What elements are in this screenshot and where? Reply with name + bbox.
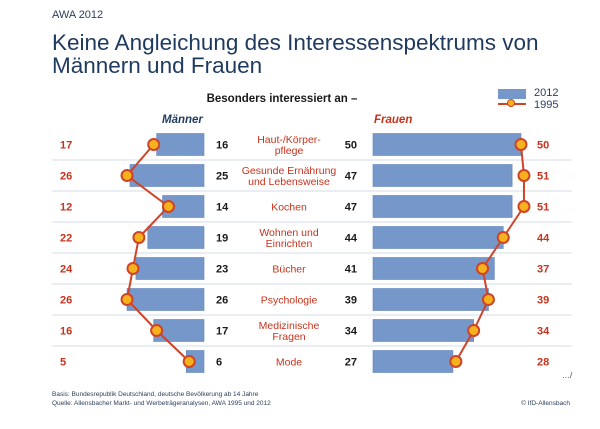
bar-frauen-2012 [372, 164, 513, 187]
marker-maenner-1995 [147, 138, 161, 151]
bar-maenner-2012 [129, 164, 205, 187]
value-frauen-2012: 44 [345, 233, 358, 245]
category-label: pflege [275, 145, 304, 157]
value-frauen-1995: 44 [537, 233, 550, 245]
value-frauen-2012: 27 [345, 357, 357, 369]
bar-frauen-2012 [372, 350, 454, 373]
value-maenner-2012: 19 [216, 233, 228, 245]
line-maenner-1995 [125, 143, 190, 363]
marker-maenner-1995 [132, 231, 146, 244]
marker-frauen-1995 [476, 262, 490, 275]
value-maenner-2012: 17 [216, 326, 228, 338]
value-frauen-1995: 51 [537, 202, 549, 214]
legend-label-1995: 1995 [534, 99, 559, 111]
value-frauen-1995: 39 [537, 295, 549, 307]
value-frauen-1995: 28 [537, 357, 549, 369]
category-label: Bücher [272, 264, 306, 276]
value-frauen-2012: 47 [345, 171, 357, 183]
survey-label: AWA 2012 [52, 9, 104, 21]
value-maenner-1995: 22 [60, 233, 72, 245]
value-frauen-2012: 39 [345, 295, 357, 307]
value-maenner-2012: 23 [216, 264, 228, 276]
bar-maenner-2012 [156, 133, 205, 156]
marker-frauen-1995 [467, 324, 481, 337]
category-label: Kochen [271, 202, 307, 214]
value-maenner-1995: 5 [60, 357, 66, 369]
category-label: Fragen [272, 331, 305, 343]
chart-plot: 17 16 50 50 Haut-/Körper-pflege 26 25 47 51 Gesun… [52, 133, 572, 373]
bar-frauen-2012 [372, 195, 513, 218]
marker-maenner-1995 [126, 262, 140, 275]
category-label: Gesunde Ernährung [242, 165, 337, 177]
category-label: Mode [276, 357, 302, 369]
marker-frauen-1995 [517, 200, 531, 213]
bar-maenner-2012 [135, 257, 205, 280]
value-maenner-1995: 26 [60, 295, 72, 307]
value-maenner-2012: 25 [216, 171, 228, 183]
value-frauen-2012: 47 [345, 202, 357, 214]
source-note: Basis: Bundesrepublik Deutschland, deuts… [52, 391, 271, 408]
value-maenner-1995: 16 [60, 326, 72, 338]
bar-frauen-2012 [372, 319, 474, 342]
source-line-basis: Basis: Bundesrepublik Deutschland, deuts… [52, 391, 259, 398]
value-maenner-2012: 26 [216, 295, 228, 307]
marker-maenner-1995 [150, 324, 164, 337]
marker-maenner-1995 [182, 355, 196, 368]
value-frauen-1995: 51 [537, 171, 549, 183]
bar-frauen-2012 [372, 257, 495, 280]
source-line-quelle: Quelle: Allensbacher Markt- und Werbeträ… [52, 399, 271, 407]
marker-frauen-1995 [481, 293, 495, 306]
value-maenner-1995: 26 [60, 171, 72, 183]
bar-frauen-2012 [372, 133, 522, 156]
legend-marker-icon [507, 99, 515, 107]
value-maenner-2012: 14 [216, 202, 229, 214]
category-label: Psychologie [261, 295, 318, 307]
value-maenner-1995: 24 [60, 264, 73, 276]
category-label: Haut-/Körper- [257, 134, 321, 146]
value-frauen-2012: 41 [345, 264, 357, 276]
value-frauen-1995: 50 [537, 140, 549, 152]
category-label: Einrichten [266, 238, 313, 250]
chart-subtitle: Besonders interessiert an – [206, 93, 358, 105]
marker-maenner-1995 [120, 169, 134, 182]
value-frauen-2012: 50 [345, 140, 357, 152]
chart-title: Keine Angleichung des Interessenspektrum… [52, 30, 539, 78]
category-label: und Lebensweise [248, 176, 330, 188]
category-label: Wohnen und [259, 227, 319, 239]
legend-label-2012: 2012 [534, 87, 559, 99]
group-label-frauen: Frauen [374, 114, 413, 126]
marker-frauen-1995 [496, 231, 510, 244]
marker-frauen-1995 [449, 355, 463, 368]
value-maenner-2012: 16 [216, 140, 228, 152]
bar-maenner-2012 [147, 226, 205, 249]
value-maenner-1995: 12 [60, 202, 72, 214]
value-frauen-2012: 34 [345, 326, 358, 338]
category-label: Medizinische [259, 320, 320, 332]
legend-bar-swatch [498, 89, 526, 99]
value-maenner-1995: 17 [60, 140, 72, 152]
marker-maenner-1995 [120, 293, 134, 306]
value-maenner-2012: 6 [216, 357, 222, 369]
value-frauen-1995: 34 [537, 326, 550, 338]
copyright-note: © IfD-Allensbach [521, 400, 570, 407]
bar-maenner-2012 [126, 288, 205, 311]
marker-maenner-1995 [161, 200, 175, 213]
marker-frauen-1995 [514, 138, 528, 151]
group-label-maenner: Männer [162, 114, 203, 126]
value-frauen-1995: 37 [537, 264, 549, 276]
marker-frauen-1995 [517, 169, 531, 182]
bar-frauen-2012 [372, 226, 504, 249]
continuation-mark: …/ [562, 371, 573, 380]
bar-frauen-2012 [372, 288, 489, 311]
